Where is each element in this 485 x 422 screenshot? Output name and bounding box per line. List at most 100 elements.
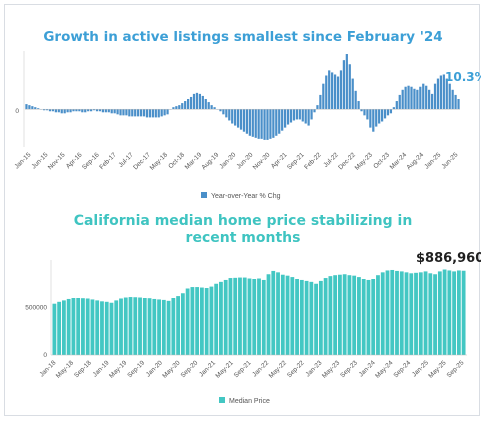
chart2-bar <box>166 300 171 355</box>
chart2-bar <box>52 303 57 355</box>
chart1-bar <box>383 109 387 119</box>
chart1-bar <box>251 109 254 137</box>
chart1-bar <box>451 89 454 110</box>
chart2-bar <box>214 283 219 355</box>
chart1-bar <box>248 109 251 136</box>
chart1-bar <box>31 106 34 110</box>
chart1-bar <box>148 109 152 118</box>
chart2-xtick-label: May-25 <box>427 359 448 380</box>
chart1-bar <box>354 90 357 110</box>
chart1-bar <box>92 109 96 111</box>
chart1-bar <box>422 83 425 110</box>
chart2-bar <box>276 272 280 355</box>
chart1-bar <box>369 109 372 128</box>
chart2-bar <box>452 271 457 355</box>
chart1-bar <box>454 94 457 110</box>
chart1-bar <box>407 85 410 110</box>
chart1-bar <box>95 109 99 112</box>
chart2-xtick-label: Sep-18 <box>73 359 93 379</box>
chart1-bar <box>295 109 298 120</box>
chart2-bar <box>323 278 328 355</box>
chart1-xtick-label: May-18 <box>149 151 170 172</box>
chart2-bar <box>57 301 62 355</box>
chart2-bar <box>152 298 157 355</box>
chart1-bar <box>122 109 125 116</box>
chart2-bar <box>219 281 223 355</box>
chart2-bar <box>357 277 361 355</box>
chart1-bar <box>172 107 175 110</box>
chart1-bar <box>145 109 149 118</box>
chart1-bar <box>339 70 343 110</box>
chart1-title: Growth in active listings smallest since… <box>43 29 442 45</box>
chart2-bar <box>71 298 76 355</box>
chart2-bar <box>104 301 109 355</box>
chart1-bar <box>345 54 348 110</box>
chart2-bar <box>66 298 71 355</box>
chart2-bar <box>133 297 138 355</box>
chart1-bar <box>222 109 225 115</box>
chart1-bar <box>325 75 328 110</box>
chart1-bar <box>289 109 293 123</box>
chart1-xtick-label: Mar-24 <box>389 151 409 171</box>
chart2-bar <box>61 300 66 356</box>
chart2-bar <box>147 298 152 355</box>
chart1-bar <box>366 109 369 120</box>
chart1-bar <box>360 109 363 112</box>
chart1-bar <box>28 105 31 110</box>
chart2-bar <box>461 270 466 355</box>
chart2-bar <box>199 287 204 355</box>
chart1-xtick-label: Oct-23 <box>372 151 391 170</box>
chart-frame: Growth in active listings smallest since… <box>4 4 481 416</box>
chart2-bar <box>128 297 133 355</box>
chart2-bar <box>456 270 461 355</box>
chart1-bar <box>116 109 119 115</box>
chart1-bar <box>34 107 37 110</box>
chart1-xtick-label: Sep-21 <box>286 151 306 171</box>
chart1-bar <box>189 96 193 110</box>
chart2-bar <box>180 293 185 355</box>
chart1-bar <box>231 109 234 124</box>
chart2-xtick-label: May-22 <box>268 359 289 380</box>
chart1-bar <box>425 85 428 110</box>
chart1-bar <box>198 93 201 110</box>
chart1-bar <box>104 109 107 113</box>
chart1-bar <box>380 109 384 122</box>
chart1-bar <box>272 109 275 138</box>
chart1-bar <box>404 86 407 110</box>
chart2-ytick-0: 0 <box>43 352 47 359</box>
chart1-bar <box>254 109 257 138</box>
chart1-bar <box>357 101 360 110</box>
chart1-bar <box>157 109 160 118</box>
chart2-bar <box>228 278 233 355</box>
chart1-bar <box>137 109 140 117</box>
chart2-bar <box>347 275 352 355</box>
chart1-bar <box>48 109 52 112</box>
chart1-bar <box>178 105 181 110</box>
chart1-xtick-label: Aug-24 <box>405 151 425 171</box>
chart2-bar <box>433 274 437 355</box>
chart1-bar <box>316 105 319 110</box>
chart2-bar <box>376 275 380 355</box>
chart1-bar <box>242 109 246 132</box>
chart1-xtick-label: Nov-15 <box>47 151 67 171</box>
chart1-bar <box>351 78 354 110</box>
chart2-legend-swatch <box>219 397 225 403</box>
chart1-bar <box>160 109 163 117</box>
chart2-xtick-label: May-23 <box>321 359 342 380</box>
chart1-bars <box>25 54 460 140</box>
chart1-bar <box>66 109 69 113</box>
chart1-bar <box>45 109 49 111</box>
chart1-bar <box>181 103 184 110</box>
chart2-bar <box>352 275 357 355</box>
chart2-bar <box>437 271 442 355</box>
chart2-bar <box>399 271 404 355</box>
chart1-bar <box>125 109 128 116</box>
chart1-bar <box>175 106 178 110</box>
chart2-bar <box>366 279 371 355</box>
chart2-xtick-labels: Jan-18May-18Sep-18Jan-19May-19Sep-19Jan-… <box>38 359 465 380</box>
chart1-bar <box>331 72 334 110</box>
chart2-bar <box>371 279 376 355</box>
chart1-bar <box>389 109 393 114</box>
chart2-bar <box>238 277 242 355</box>
chart1-bar <box>269 109 272 139</box>
